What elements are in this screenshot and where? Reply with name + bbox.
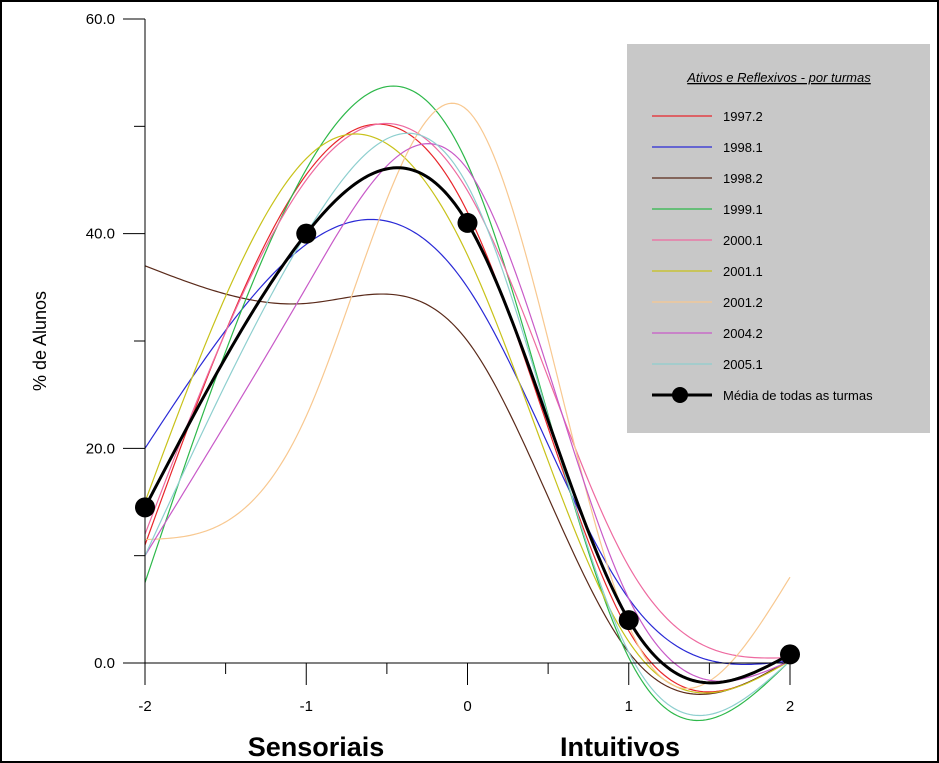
x-label-intuitivos: Intuitivos — [560, 732, 680, 762]
legend-title: Ativos e Reflexivos - por turmas — [686, 70, 871, 85]
legend-label: 1998.1 — [723, 140, 763, 155]
legend: Ativos e Reflexivos - por turmas 1997.21… — [627, 44, 930, 433]
legend-label: 2001.1 — [723, 264, 763, 279]
x-tick-label: -2 — [138, 698, 151, 715]
y-tick-label: 20.0 — [86, 440, 115, 457]
series-line-3 — [144, 85, 791, 722]
mean-point — [457, 212, 478, 233]
series-line-8 — [144, 132, 791, 717]
series-line-2 — [144, 265, 791, 695]
x-tick-label: 2 — [786, 698, 794, 715]
series-curves — [135, 85, 800, 722]
series-line-5 — [144, 133, 791, 694]
series-line-4 — [144, 122, 791, 659]
x-tick-label: 0 — [463, 698, 471, 715]
series-line-6 — [144, 102, 791, 690]
series-line-7 — [144, 143, 791, 682]
y-tick-label: 0.0 — [94, 655, 115, 672]
y-tick-label: 40.0 — [86, 226, 115, 243]
y-ticks: 0.0 20.0 40.0 60.0 — [86, 11, 145, 672]
legend-items: 1997.2 1998.1 1998.2 1999.1 2000.1 2001.1 2001… — [652, 109, 873, 403]
legend-label: 1997.2 — [723, 109, 763, 124]
legend-background — [627, 44, 930, 433]
series-line-0 — [144, 123, 791, 693]
legend-label: 2001.2 — [723, 295, 763, 310]
legend-label: 1999.1 — [723, 202, 763, 217]
x-ticks: -2 -1 0 1 2 — [138, 663, 794, 715]
mean-point — [618, 610, 639, 631]
mean-point — [296, 223, 317, 244]
legend-label: 2004.2 — [723, 326, 763, 341]
legend-label: 1998.2 — [723, 171, 763, 186]
legend-label: 2005.1 — [723, 357, 763, 372]
y-tick-label: 60.0 — [86, 11, 115, 28]
legend-marker — [672, 387, 688, 403]
legend-label: 2000.1 — [723, 233, 763, 248]
legend-label: Média de todas as turmas — [723, 388, 873, 403]
x-tick-label: 1 — [625, 698, 633, 715]
mean-point — [780, 644, 800, 665]
x-label-sensoriais: Sensoriais — [248, 732, 385, 762]
x-tick-label: -1 — [300, 698, 313, 715]
series-line-1 — [144, 218, 791, 666]
y-axis-label: % de Alunos — [30, 291, 50, 391]
